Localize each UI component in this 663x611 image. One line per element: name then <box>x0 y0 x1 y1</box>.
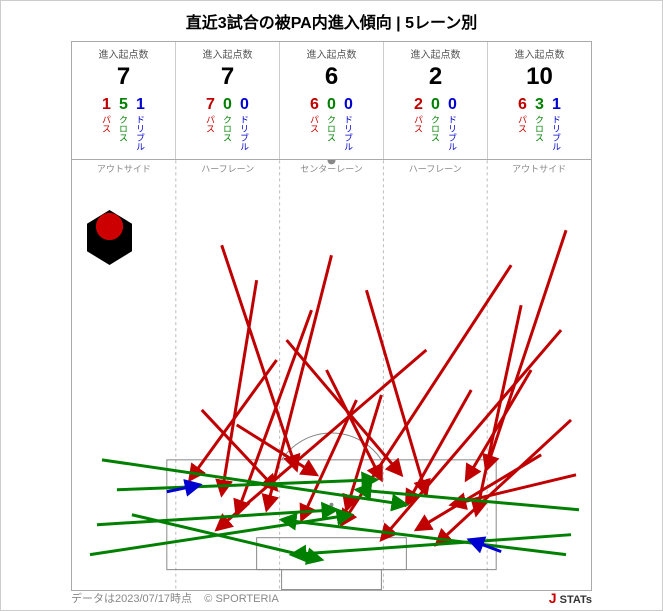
footer-left: データは2023/07/17時点 © SPORTERIA <box>71 590 279 606</box>
stat-total: 6 <box>282 63 381 91</box>
stat-total: 2 <box>386 63 485 91</box>
lane-stat-1: 進入起点数 7 7パス 0クロス 0ドリブル <box>176 42 280 159</box>
lane-stat-4: 進入起点数 10 6パス 3クロス 1ドリブル <box>488 42 591 159</box>
stat-label: 進入起点数 <box>74 46 173 61</box>
pitch-area: アウトサイドハーフレーンセンターレーンハーフレーンアウトサイド <box>71 160 592 591</box>
stat-breakdown: 6パス 0クロス 0ドリブル <box>282 97 381 151</box>
stat-breakdown: 2パス 0クロス 0ドリブル <box>386 97 485 151</box>
stat-label: 進入起点数 <box>386 46 485 61</box>
chart-container: 直近3試合の被PA内進入傾向 | 5レーン別 進入起点数 7 1パス 5クロス … <box>0 0 663 611</box>
footer: データは2023/07/17時点 © SPORTERIA J STATs <box>1 590 662 606</box>
lane-stat-3: 進入起点数 2 2パス 0クロス 0ドリブル <box>384 42 488 159</box>
stat-breakdown: 6パス 3クロス 1ドリブル <box>490 97 589 151</box>
lane-stat-0: 進入起点数 7 1パス 5クロス 1ドリブル <box>72 42 176 159</box>
stat-label: 進入起点数 <box>282 46 381 61</box>
stat-total: 7 <box>178 63 277 91</box>
stat-label: 進入起点数 <box>178 46 277 61</box>
stat-label: 進入起点数 <box>490 46 589 61</box>
stat-breakdown: 7パス 0クロス 0ドリブル <box>178 97 277 151</box>
stats-row: 進入起点数 7 1パス 5クロス 1ドリブル 進入起点数 7 7パス 0クロス … <box>71 41 592 160</box>
stat-total: 7 <box>74 63 173 91</box>
stat-total: 10 <box>490 63 589 91</box>
brand: J STATs <box>549 590 592 606</box>
lane-stat-2: 進入起点数 6 6パス 0クロス 0ドリブル <box>280 42 384 159</box>
stat-breakdown: 1パス 5クロス 1ドリブル <box>74 97 173 151</box>
pitch-svg <box>72 160 591 590</box>
chart-title: 直近3試合の被PA内進入傾向 | 5レーン別 <box>1 1 662 41</box>
